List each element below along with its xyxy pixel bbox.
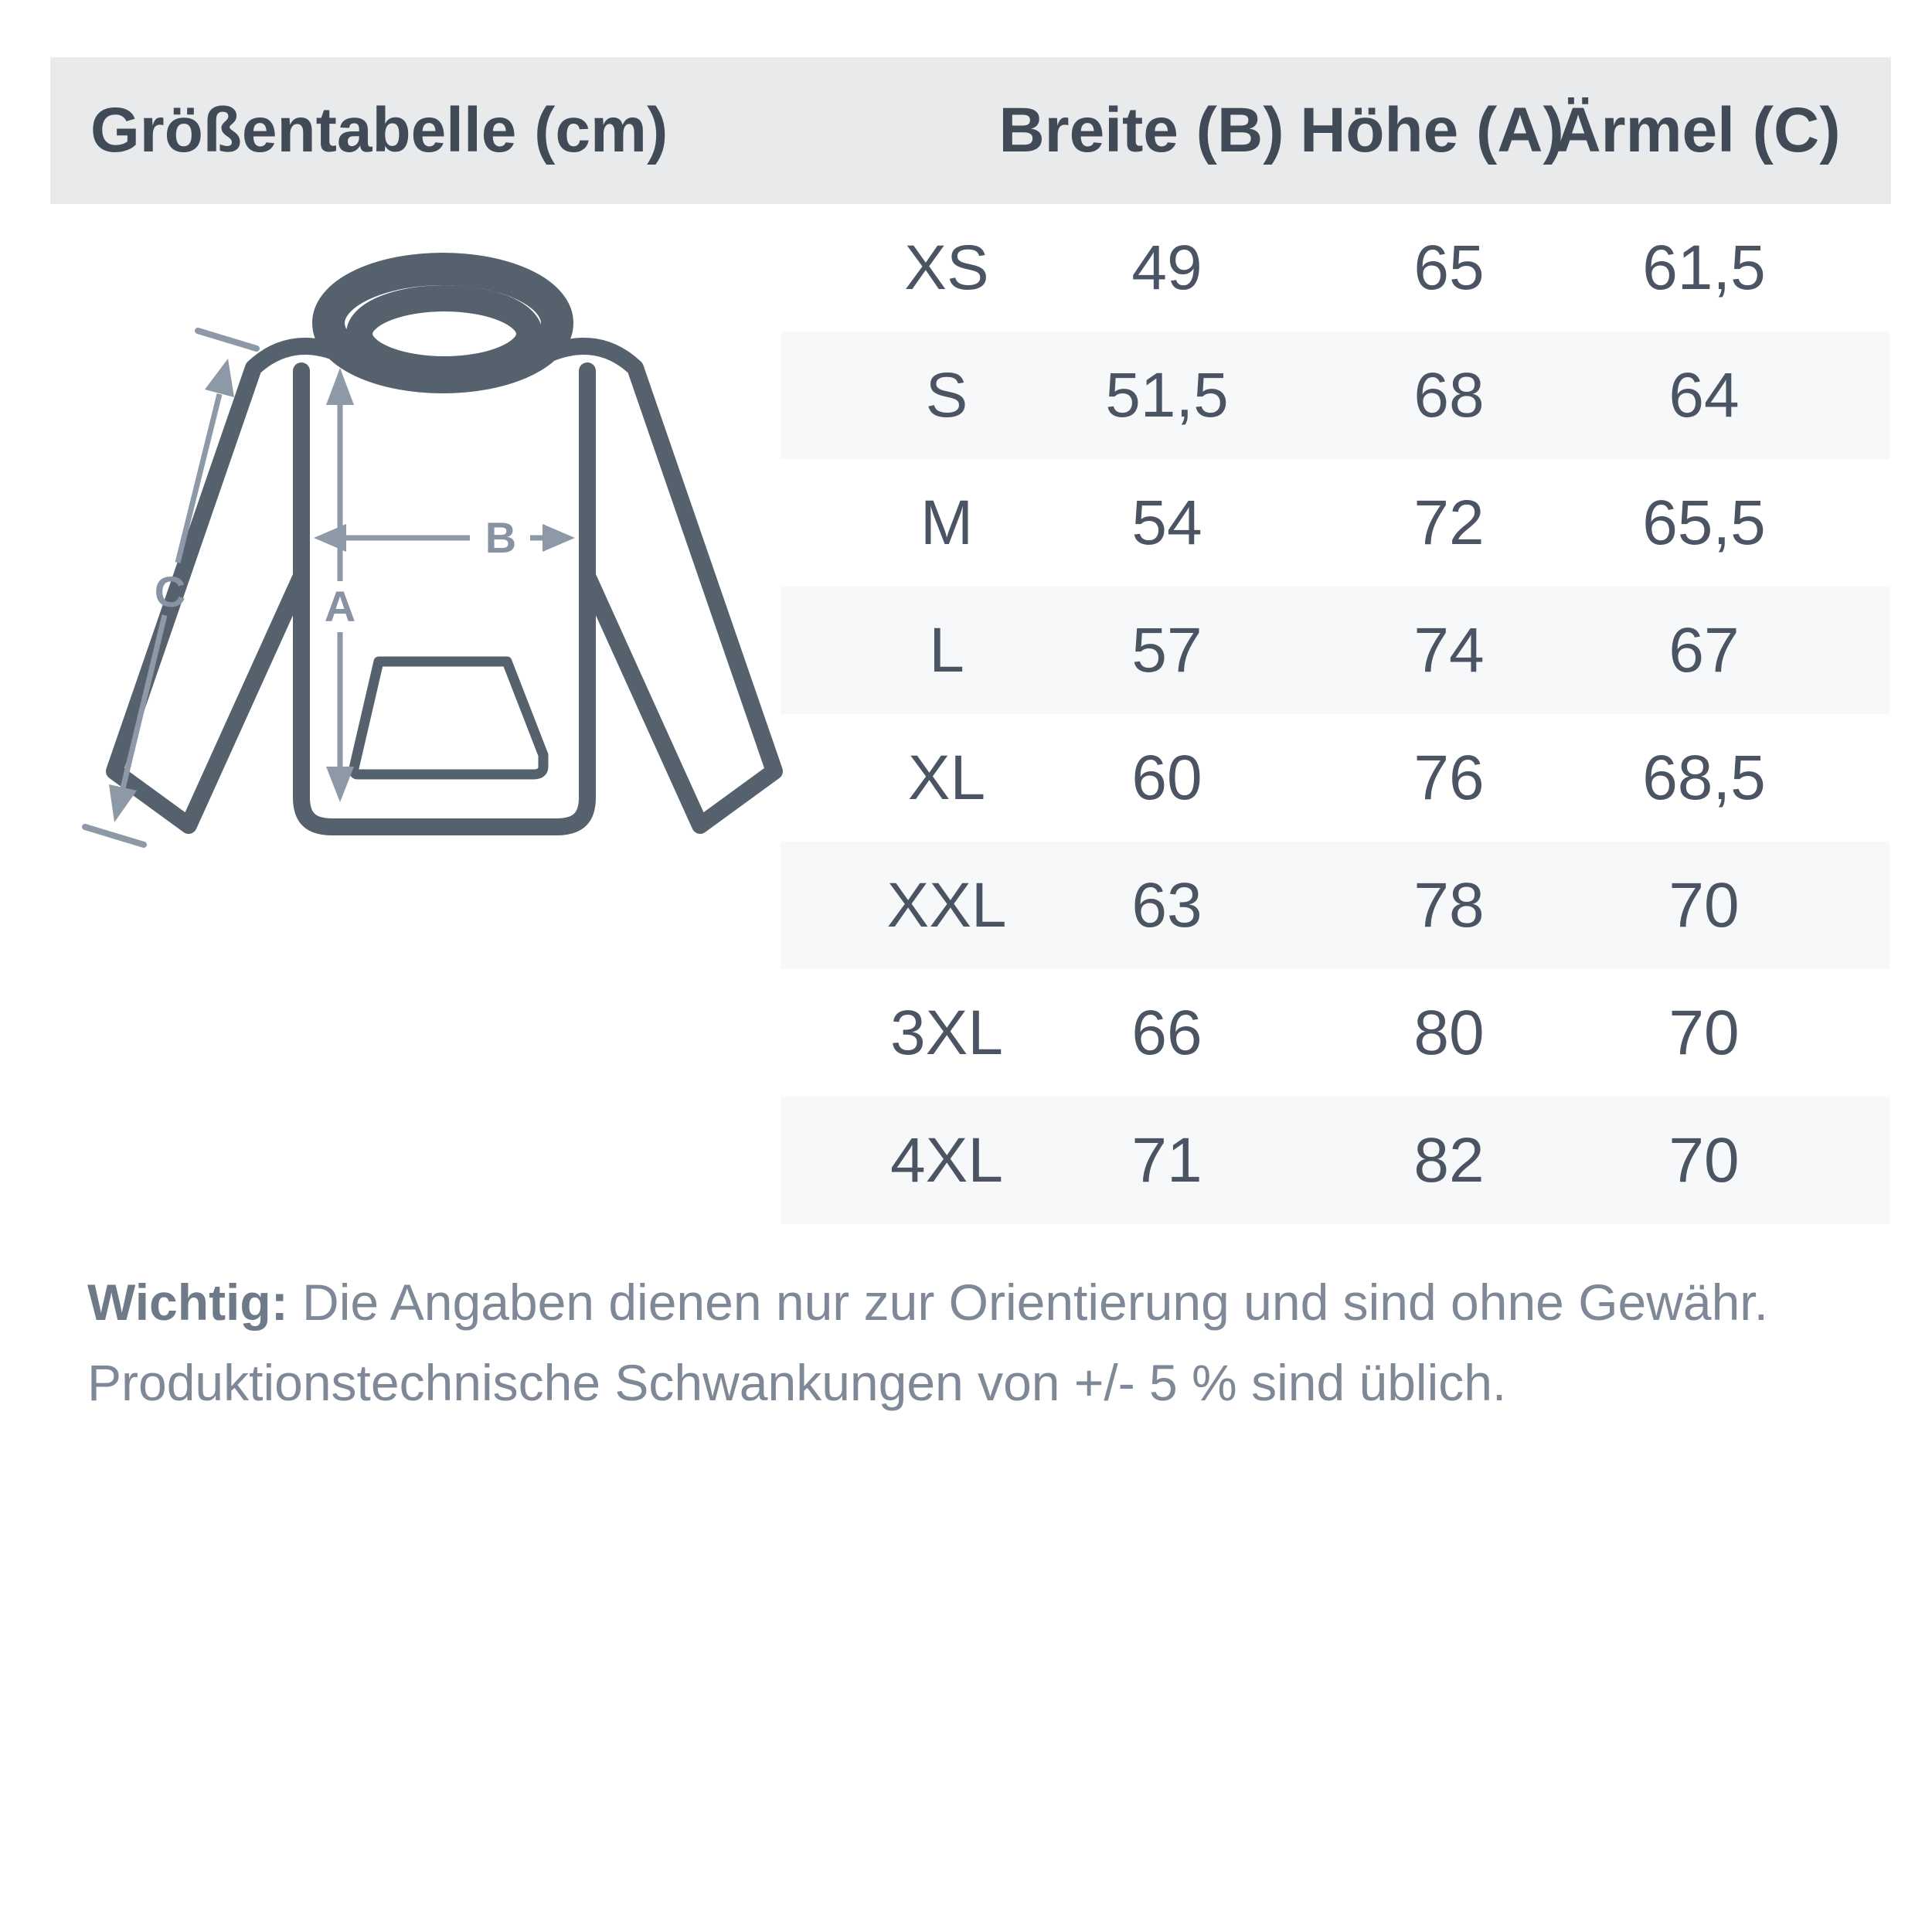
aermel-value: 67 [1668, 615, 1740, 685]
size-chart-header: Größentabelle (cm) Breite (B) Höhe (A) Ä… [50, 57, 1891, 204]
disclaimer-line-2: Produktionstechnische Schwankungen von +… [87, 1354, 1507, 1411]
breite-value: 51,5 [1105, 360, 1229, 430]
breite-value: 66 [1131, 998, 1202, 1068]
table-row: XS 49 65 61,5 [781, 204, 1889, 332]
hoehe-value: 65 [1413, 233, 1485, 303]
table-row: 4XL 71 82 70 [781, 1097, 1889, 1224]
aermel-value: 64 [1668, 360, 1740, 430]
table-row: L 57 74 67 [781, 587, 1889, 714]
aermel-value: 61,5 [1642, 233, 1766, 303]
hoodie-hood [312, 253, 573, 393]
size-label: XS [904, 233, 989, 303]
column-header-breite: Breite (B) [998, 95, 1284, 165]
breite-value: 63 [1131, 870, 1202, 940]
hoodie-pocket [349, 656, 549, 780]
size-label: 4XL [890, 1125, 1003, 1196]
disclaimer-note: Wichtig: Die Angaben dienen nur zur Orie… [87, 1262, 1880, 1423]
hoehe-value: 78 [1413, 870, 1485, 940]
aermel-value: 70 [1668, 1125, 1740, 1196]
size-label: XL [907, 743, 986, 813]
breite-value: 54 [1131, 488, 1202, 558]
breite-value: 49 [1131, 233, 1202, 303]
breite-value: 71 [1131, 1125, 1202, 1196]
label-c: C [155, 567, 185, 616]
size-label: M [920, 488, 974, 558]
disclaimer-text-1: Die Angaben dienen nur zur Orientierung … [302, 1274, 1768, 1331]
label-b: B [485, 513, 516, 562]
table-row: M 54 72 65,5 [781, 459, 1889, 587]
column-header-aermel: Ärmel (C) [1555, 95, 1841, 165]
size-label: XXL [886, 870, 1007, 940]
aermel-value: 65,5 [1642, 488, 1766, 558]
size-label: L [929, 615, 964, 685]
hoehe-value: 74 [1413, 615, 1485, 685]
table-row: XXL 63 78 70 [781, 842, 1889, 969]
hoehe-value: 82 [1413, 1125, 1485, 1196]
aermel-value: 70 [1668, 870, 1740, 940]
aermel-value: 70 [1668, 998, 1740, 1068]
disclaimer-line-1: Wichtig: Die Angaben dienen nur zur Orie… [87, 1262, 1880, 1342]
column-header-hoehe: Höhe (A) [1300, 95, 1564, 165]
sleeve-arrow [82, 328, 260, 848]
page-title: Größentabelle (cm) [90, 95, 668, 165]
table-row: XL 60 76 68,5 [781, 714, 1889, 842]
aermel-value: 68,5 [1642, 743, 1766, 813]
size-label: S [925, 360, 968, 430]
hoodie-measurement-diagram: A B C [82, 253, 783, 848]
disclaimer-label: Wichtig: [87, 1274, 288, 1331]
size-label: 3XL [890, 998, 1003, 1068]
table-row: 3XL 66 80 70 [781, 969, 1889, 1097]
height-arrow [326, 368, 354, 802]
label-a: A [325, 582, 355, 631]
breite-value: 60 [1131, 743, 1202, 813]
breite-value: 57 [1131, 615, 1202, 685]
table-row: S 51,5 68 64 [781, 332, 1889, 459]
hoehe-value: 80 [1413, 998, 1485, 1068]
hoehe-value: 68 [1413, 360, 1485, 430]
hoehe-value: 72 [1413, 488, 1485, 558]
width-arrow [314, 524, 575, 552]
hoehe-value: 76 [1413, 743, 1485, 813]
